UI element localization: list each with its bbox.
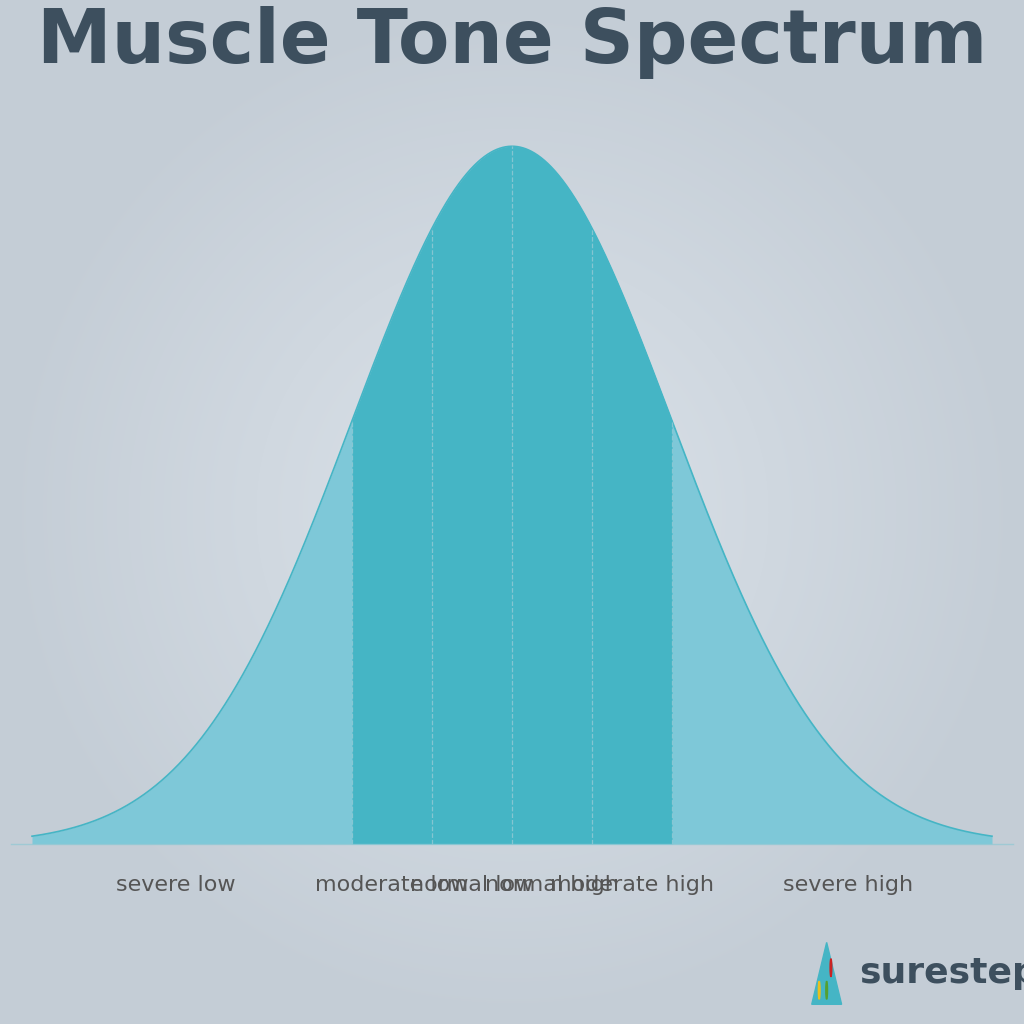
Text: normal low: normal low xyxy=(411,876,534,895)
Text: severe high: severe high xyxy=(783,876,913,895)
Text: Muscle Tone Spectrum: Muscle Tone Spectrum xyxy=(37,5,987,79)
Text: surestep: surestep xyxy=(859,956,1024,990)
Circle shape xyxy=(818,981,820,999)
Circle shape xyxy=(825,981,827,999)
Text: severe low: severe low xyxy=(116,876,236,895)
Text: moderate low: moderate low xyxy=(315,876,469,895)
Text: moderate high: moderate high xyxy=(550,876,714,895)
Text: normal high: normal high xyxy=(485,876,618,895)
Polygon shape xyxy=(812,942,842,1005)
Circle shape xyxy=(830,958,831,977)
